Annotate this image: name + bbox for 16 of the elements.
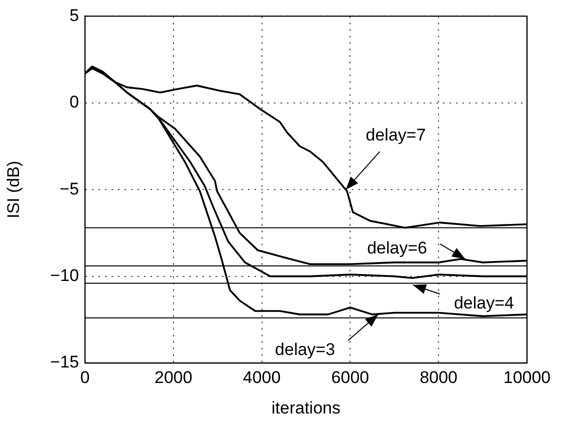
x-tick-label: 6000 [331, 368, 370, 387]
y-tick-label: 0 [70, 92, 79, 112]
annotation: delay=6 [367, 238, 428, 258]
y-tick-label: −15 [50, 352, 79, 372]
annotation: delay=7 [366, 125, 426, 144]
x-tick-label: 4000 [242, 368, 281, 387]
x-tick-label: 8000 [420, 368, 458, 387]
x-axis-title: iterations [272, 398, 340, 418]
x-tick-label: 2000 [154, 368, 192, 387]
annotation: delay=4 [454, 294, 514, 313]
x-tick-label: 10000 [503, 368, 551, 387]
annotation: delay=3 [275, 340, 336, 360]
y-axis-title: ISI (dB) [4, 160, 23, 218]
y-tick-label: 5 [70, 6, 79, 25]
y-tick-label: −10 [50, 266, 79, 285]
y-tick-label: −5 [60, 179, 79, 198]
